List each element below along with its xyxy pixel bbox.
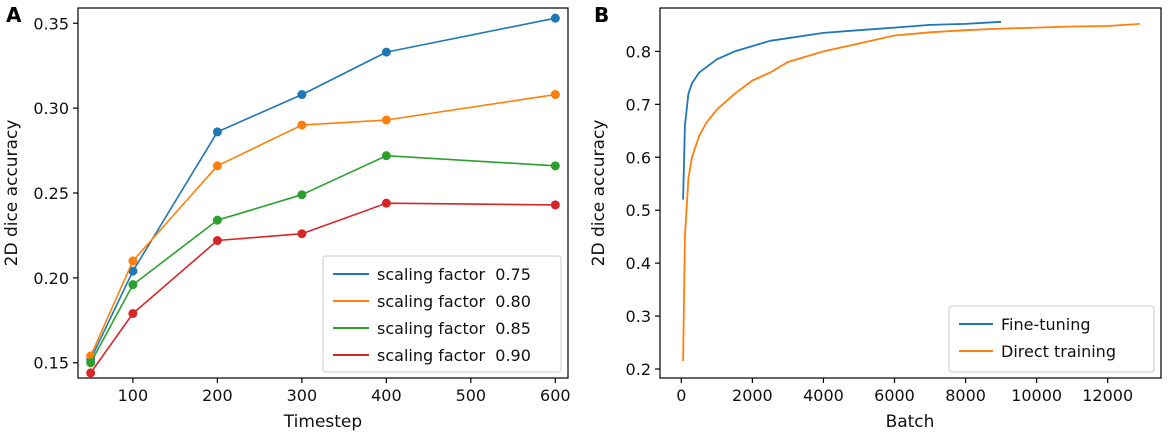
chart-b-ytick-label: 0.8 xyxy=(626,42,651,61)
chart-b-xtick-label: 8000 xyxy=(945,386,986,405)
chart-a-point xyxy=(550,90,560,100)
chart-b-ytick-label: 0.3 xyxy=(626,307,651,326)
chart-b-legend-label: Direct training xyxy=(1001,342,1116,361)
chart-b-ytick-label: 0.6 xyxy=(626,148,651,167)
chart-a-xtick-label: 400 xyxy=(371,386,402,405)
chart-a-point xyxy=(297,190,307,200)
chart-a-point xyxy=(550,13,560,23)
chart-a-xtick-label: 600 xyxy=(540,386,571,405)
chart-a-point xyxy=(128,280,138,290)
chart-a-point xyxy=(381,47,391,57)
chart-a-legend-label: scaling factor 0.80 xyxy=(377,292,531,311)
chart-a: 100 200 300 400 500 600 0.15 0.20 0.25 0.30 0.35 T… xyxy=(2,7,571,432)
panel-a-letter: A xyxy=(6,3,22,27)
chart-a-legend-label: scaling factor 0.85 xyxy=(377,319,531,338)
chart-a-point xyxy=(128,256,138,266)
chart-b-legend-box xyxy=(948,305,1155,373)
chart-a-ylabel: 2D dice accuracy xyxy=(2,120,22,267)
chart-a-xtick-label: 500 xyxy=(456,386,487,405)
chart-a-ytick-label: 0.25 xyxy=(33,184,69,203)
chart-a-legend-label: scaling factor 0.90 xyxy=(377,346,531,365)
chart-a-legend: scaling factor 0.75 scaling factor 0.80 sc… xyxy=(322,255,562,373)
chart-a-point xyxy=(86,368,96,378)
chart-a-xtick-label: 300 xyxy=(287,386,318,405)
chart-a-series-line-4 xyxy=(90,202,556,374)
chart-a-point xyxy=(212,127,222,137)
chart-b-xtick-label: 12000 xyxy=(1082,386,1133,405)
chart-a-point xyxy=(128,309,138,319)
chart-a-series xyxy=(86,13,560,378)
panel-b-letter: B xyxy=(594,3,609,27)
chart-a-point xyxy=(212,215,222,225)
chart-a-point xyxy=(550,161,560,171)
chart-b-ylabel: 2D dice accuracy xyxy=(589,120,609,267)
chart-a-ticks: 100 200 300 400 500 600 0.15 0.20 0.25 0.30 0.35 xyxy=(33,14,570,405)
chart-b-ticks: 0 2000 4000 6000 8000 10000 12000 0.2 0.3 0.4 0.5 0… xyxy=(626,42,1134,405)
chart-b-xlabel: Batch xyxy=(886,412,935,432)
chart-a-series-line-3 xyxy=(89,154,556,364)
chart-a-legend-box xyxy=(322,255,562,373)
chart-b-ytick-label: 0.5 xyxy=(626,201,651,220)
chart-a-ytick-label: 0.30 xyxy=(33,99,69,118)
chart-b-ytick-label: 0.2 xyxy=(626,360,651,379)
chart-b-xtick-label: 10000 xyxy=(1011,386,1062,405)
chart-a-xtick-label: 100 xyxy=(118,386,149,405)
chart-a-point xyxy=(297,229,307,239)
chart-b-xtick-label: 6000 xyxy=(874,386,915,405)
chart-a-series-line-2 xyxy=(89,93,556,357)
chart-b-ytick-label: 0.7 xyxy=(626,95,651,114)
chart-a-point xyxy=(381,198,391,208)
chart-a-ytick-label: 0.35 xyxy=(33,14,69,33)
chart-b-frame xyxy=(659,7,1162,379)
chart-a-point xyxy=(381,115,391,125)
chart-b-series-line-2 xyxy=(682,23,1140,362)
chart-a-legend-label: scaling factor 0.75 xyxy=(377,265,531,284)
chart-b-series xyxy=(682,20,1140,362)
chart-a-point xyxy=(297,120,307,130)
chart-a-point xyxy=(212,161,222,171)
chart-a-xlabel: Timestep xyxy=(283,412,362,432)
chart-b-xtick-label: 0 xyxy=(676,386,686,405)
chart-b-ytick-label: 0.4 xyxy=(626,254,651,273)
chart-a-point xyxy=(550,200,560,210)
chart-a-ytick-label: 0.15 xyxy=(33,354,69,373)
chart-a-point xyxy=(381,151,391,161)
chart-a-point xyxy=(212,236,222,246)
chart-b-xtick-label: 2000 xyxy=(732,386,773,405)
chart-a-ytick-label: 0.20 xyxy=(33,269,69,288)
chart-a-point xyxy=(128,266,138,276)
chart-b-series-line-1 xyxy=(682,20,1002,200)
chart-a-xtick-label: 200 xyxy=(202,386,233,405)
chart-a-point xyxy=(297,90,307,100)
chart-a-point xyxy=(86,358,96,368)
chart-b: 0 2000 4000 6000 8000 10000 12000 0.2 0.3 0.4 0.5 0… xyxy=(589,7,1162,432)
chart-b-legend: Fine-tuning Direct training xyxy=(948,305,1155,373)
chart-a-series-line-1 xyxy=(89,17,556,360)
chart-b-legend-label: Fine-tuning xyxy=(1001,315,1091,334)
chart-b-xtick-label: 4000 xyxy=(803,386,844,405)
